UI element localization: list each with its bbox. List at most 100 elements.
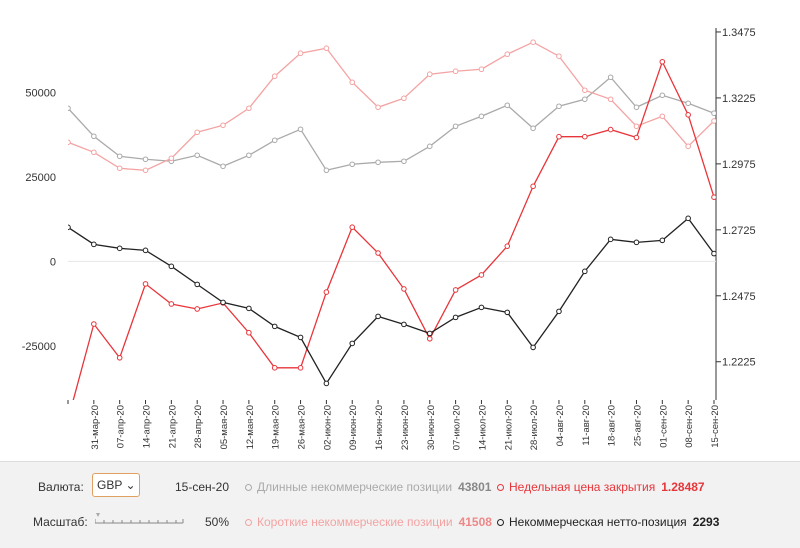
point	[297, 50, 304, 57]
point	[556, 308, 562, 315]
legend-value: 1.28487	[661, 480, 705, 494]
legend-label: Короткие некоммерческие позиции	[257, 515, 453, 529]
point	[711, 118, 716, 124]
point	[116, 245, 123, 252]
point	[142, 156, 149, 163]
y2-tick-label: 1.2225	[722, 357, 756, 369]
scale-slider[interactable]	[95, 512, 185, 526]
point	[426, 71, 433, 78]
point	[401, 95, 407, 102]
point	[633, 123, 640, 130]
point	[633, 239, 640, 246]
point	[246, 305, 252, 312]
series	[68, 215, 716, 387]
point	[452, 314, 459, 321]
control-panel: Валюта: GBP ⌄ 15-сен-20 Длинные некоммер…	[0, 461, 800, 548]
point	[530, 344, 536, 351]
chart: -25000 0 25000 50000 1.2225 1.2475 1.2725 1.297…	[22, 27, 756, 450]
point	[91, 241, 97, 248]
legend-label: Длинные некоммерческие позиции	[257, 480, 453, 494]
legend-value: 2293	[692, 515, 720, 529]
x-tick-label: 18-авг-20	[607, 405, 618, 446]
point	[349, 340, 356, 347]
point	[142, 167, 149, 174]
point	[271, 365, 278, 371]
point	[504, 309, 511, 316]
point	[711, 194, 716, 200]
legend-item[interactable]: Длинные некоммерческие позиции 43801	[245, 480, 491, 494]
point	[91, 149, 97, 156]
series-line	[68, 41, 715, 171]
x-tick-label: 19-мая-20	[271, 405, 282, 449]
point	[556, 53, 562, 60]
x-tick-label: 25-авг-20	[632, 405, 643, 446]
point	[582, 96, 588, 103]
legend-item[interactable]: Короткие некоммерческие позиции 41508	[245, 515, 492, 529]
point	[375, 104, 381, 111]
point	[659, 113, 666, 120]
x-tick-label: 21-июл-20	[503, 405, 514, 450]
x-tick-label: 08-сен-20	[684, 405, 695, 448]
point	[659, 237, 666, 244]
x-tick-label: 02-июн-20	[322, 405, 333, 450]
x-tick-label: 14-апр-20	[142, 405, 153, 448]
x-tick-label: 09-июн-20	[348, 405, 359, 450]
point	[68, 139, 71, 146]
x-tick-label: 15-сен-20	[710, 405, 721, 448]
point	[246, 105, 252, 112]
x-tick-label: 04-авг-20	[555, 405, 566, 446]
point	[401, 321, 407, 328]
point	[246, 329, 252, 336]
currency-label: Валюта:	[38, 480, 84, 494]
point	[323, 289, 330, 295]
point	[297, 365, 304, 371]
point	[530, 125, 536, 132]
y2-tick-label: 1.2725	[722, 225, 756, 237]
point	[323, 380, 330, 387]
legend-value: 43801	[458, 480, 492, 494]
point	[91, 133, 97, 140]
point	[607, 126, 614, 133]
point	[452, 68, 459, 75]
point	[220, 299, 226, 306]
point	[116, 165, 123, 172]
series-line	[68, 76, 715, 172]
point	[633, 104, 640, 111]
point	[685, 112, 691, 118]
point	[271, 323, 278, 330]
point	[375, 313, 381, 320]
point	[66, 417, 71, 422]
point	[194, 152, 200, 159]
scale-label: Масштаб:	[33, 515, 88, 529]
x-tick-label: 07-апр-20	[116, 405, 127, 448]
legend-value: 41508	[458, 515, 492, 529]
legend-item[interactable]: Некоммерческая нетто-позиция 2293	[497, 515, 719, 529]
point	[607, 236, 614, 243]
currency-select[interactable]: GBP ⌄	[92, 473, 140, 497]
x-tick-label: 12-мая-20	[245, 405, 256, 449]
x-tick-label: 28-апр-20	[193, 405, 204, 448]
point	[426, 143, 433, 150]
legend-item[interactable]: Недельная цена закрытия 1.28487	[497, 480, 705, 494]
point	[478, 66, 485, 73]
point	[401, 286, 407, 292]
x-tick-label: 26-мая-20	[297, 405, 308, 449]
point	[582, 133, 588, 140]
point	[401, 158, 407, 165]
x-tick-label: 11-авг-20	[581, 405, 592, 446]
point	[452, 287, 459, 293]
point	[478, 272, 485, 278]
y-tick-label: 0	[50, 256, 56, 268]
point	[504, 51, 511, 58]
x-tick-label: 28-июл-20	[529, 405, 540, 450]
point	[194, 129, 200, 136]
y2-tick-label: 1.2475	[722, 291, 756, 303]
point	[504, 243, 511, 249]
y-tick-label: 50000	[25, 87, 56, 99]
point	[297, 334, 304, 341]
point	[91, 321, 97, 327]
x-tick-label: 01-сен-20	[658, 405, 669, 448]
x-tick-label: 30-июн-20	[426, 405, 437, 450]
point	[426, 335, 433, 342]
